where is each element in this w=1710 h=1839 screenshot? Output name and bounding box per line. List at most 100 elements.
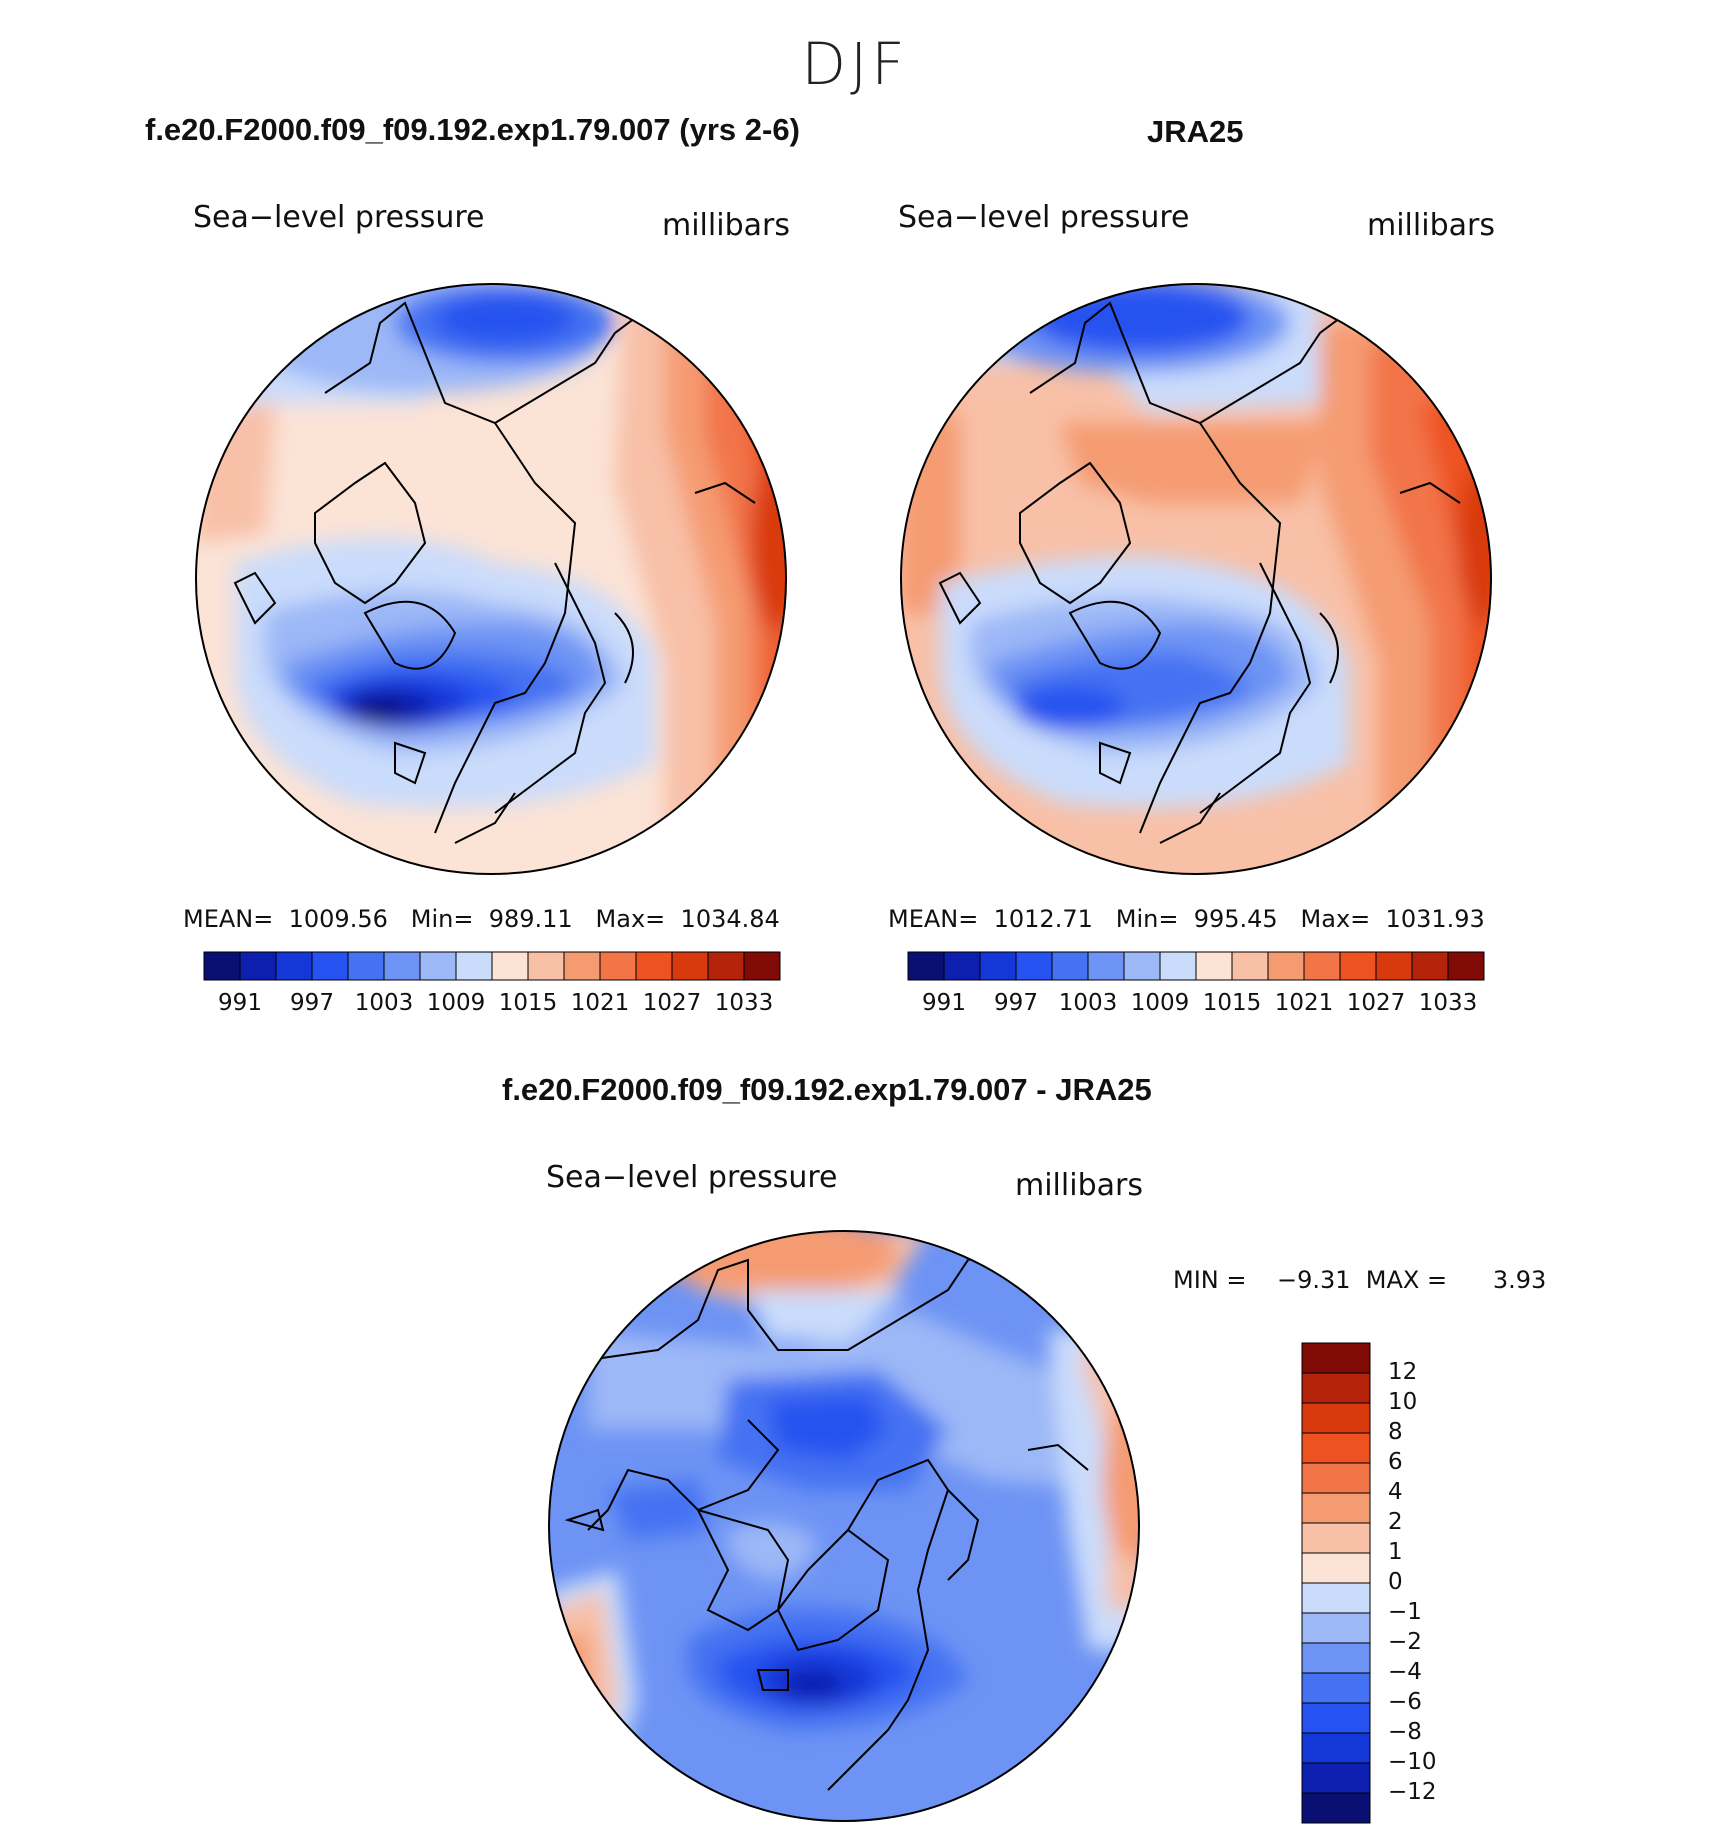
stats-obs: MEAN= 1012.71 Min= 995.45 Max= 1031.93 xyxy=(888,905,1485,933)
colorbar-swatch xyxy=(1301,1612,1371,1644)
colorbar-diff-ticks: 12 10 8 6 4 2 1 0 −1 −2 −4 −6 −8 −10 −12 xyxy=(1388,1343,1488,1823)
polar-map-model xyxy=(195,283,787,875)
colorbar-obs xyxy=(907,951,1485,981)
colorbar-tick-label: −6 xyxy=(1388,1689,1422,1715)
colorbar-tick-label: 1003 xyxy=(354,990,414,1016)
colorbar-swatch xyxy=(1123,951,1161,981)
colorbar-swatch xyxy=(1301,1432,1371,1464)
colorbar-swatch xyxy=(563,951,601,981)
colorbar-swatch xyxy=(743,951,781,981)
colorbar-tick-label: 1033 xyxy=(714,990,774,1016)
colorbar-swatch xyxy=(1301,1732,1371,1764)
colorbar-tick-label: 12 xyxy=(1388,1359,1418,1385)
colorbar-tick-label: 0 xyxy=(1388,1569,1403,1595)
colorbar-tick-label: 4 xyxy=(1388,1479,1403,1505)
units-label-obs: millibars xyxy=(1367,208,1495,243)
colorbar-swatch xyxy=(1303,951,1341,981)
colorbar-tick-label: 997 xyxy=(994,990,1038,1016)
colorbar-tick-label: 10 xyxy=(1388,1389,1418,1415)
colorbar-swatch xyxy=(239,951,277,981)
variable-label-obs: Sea−level pressure xyxy=(898,200,1190,235)
colorbar-swatch xyxy=(1015,951,1053,981)
colorbar-tick-label: 1027 xyxy=(642,990,702,1016)
colorbar-tick-label: 1009 xyxy=(1130,990,1190,1016)
stats-diff: MIN = −9.31 MAX = 3.93 xyxy=(1173,1266,1547,1294)
colorbar-swatch xyxy=(707,951,745,981)
panel-title-model: f.e20.F2000.f09_f09.192.exp1.79.007 (yrs… xyxy=(145,112,800,147)
colorbar-swatch xyxy=(1231,951,1269,981)
colorbar-swatch xyxy=(1301,1582,1371,1614)
colorbar-tick-label: −10 xyxy=(1388,1749,1437,1775)
colorbar-tick-label: 1021 xyxy=(1274,990,1334,1016)
colorbar-swatch xyxy=(1339,951,1377,981)
colorbar-swatch xyxy=(455,951,493,981)
units-label-model: millibars xyxy=(662,208,790,243)
colorbar-swatch xyxy=(203,951,241,981)
colorbar-swatch xyxy=(1447,951,1485,981)
season-title: DJF xyxy=(801,30,909,98)
colorbar-tick-label: −12 xyxy=(1388,1779,1437,1805)
colorbar-tick-label: 1021 xyxy=(570,990,630,1016)
colorbar-swatch xyxy=(1301,1372,1371,1404)
colorbar-tick-label: 1 xyxy=(1388,1539,1403,1565)
colorbar-swatch xyxy=(491,951,529,981)
colorbar-model-ticks: 991 997 1003 1009 1015 1021 1027 1033 xyxy=(204,990,780,1020)
colorbar-tick-label: 1015 xyxy=(498,990,558,1016)
colorbar-tick-label: 1009 xyxy=(426,990,486,1016)
colorbar-tick-label: 1033 xyxy=(1418,990,1478,1016)
colorbar-tick-label: 991 xyxy=(218,990,262,1016)
colorbar-swatch xyxy=(635,951,673,981)
colorbar-tick-label: 1027 xyxy=(1346,990,1406,1016)
colorbar-swatch xyxy=(419,951,457,981)
colorbar-swatch xyxy=(599,951,637,981)
colorbar-tick-label: 991 xyxy=(922,990,966,1016)
polar-map-diff xyxy=(548,1230,1140,1822)
colorbar-swatch xyxy=(1301,1552,1371,1584)
polar-map-obs xyxy=(900,283,1492,875)
colorbar-tick-label: −1 xyxy=(1388,1599,1422,1625)
colorbar-swatch xyxy=(275,951,313,981)
colorbar-tick-label: 1003 xyxy=(1058,990,1118,1016)
panel-title-obs: JRA25 xyxy=(1147,114,1244,149)
variable-label-diff: Sea−level pressure xyxy=(546,1160,838,1195)
colorbar-tick-label: −4 xyxy=(1388,1659,1422,1685)
colorbar-tick-label: 8 xyxy=(1388,1419,1403,1445)
colorbar-swatch xyxy=(907,951,945,981)
colorbar-swatch xyxy=(1159,951,1197,981)
colorbar-swatch xyxy=(1301,1642,1371,1674)
colorbar-obs-ticks: 991 997 1003 1009 1015 1021 1027 1033 xyxy=(908,990,1484,1020)
colorbar-swatch xyxy=(1375,951,1413,981)
colorbar-swatch xyxy=(311,951,349,981)
colorbar-swatch xyxy=(1301,1702,1371,1734)
colorbar-swatch xyxy=(1267,951,1305,981)
colorbar-swatch xyxy=(1051,951,1089,981)
colorbar-model xyxy=(203,951,781,981)
colorbar-tick-label: −8 xyxy=(1388,1719,1422,1745)
colorbar-swatch xyxy=(1301,1762,1371,1794)
colorbar-swatch xyxy=(979,951,1017,981)
colorbar-swatch xyxy=(1301,1792,1371,1824)
colorbar-swatch xyxy=(1301,1522,1371,1554)
colorbar-swatch xyxy=(1301,1462,1371,1494)
colorbar-tick-label: −2 xyxy=(1388,1629,1422,1655)
colorbar-tick-label: 2 xyxy=(1388,1509,1403,1535)
colorbar-swatch xyxy=(1301,1342,1371,1374)
colorbar-swatch xyxy=(671,951,709,981)
colorbar-swatch xyxy=(1195,951,1233,981)
colorbar-tick-label: 6 xyxy=(1388,1449,1403,1475)
variable-label-model: Sea−level pressure xyxy=(193,200,485,235)
colorbar-swatch xyxy=(1411,951,1449,981)
colorbar-diff xyxy=(1301,1342,1371,1824)
colorbar-swatch xyxy=(1087,951,1125,981)
colorbar-swatch xyxy=(1301,1402,1371,1434)
units-label-diff: millibars xyxy=(1015,1168,1143,1203)
colorbar-tick-label: 1015 xyxy=(1202,990,1262,1016)
stats-model: MEAN= 1009.56 Min= 989.11 Max= 1034.84 xyxy=(183,905,780,933)
colorbar-swatch xyxy=(943,951,981,981)
colorbar-swatch xyxy=(383,951,421,981)
diff-title: f.e20.F2000.f09_f09.192.exp1.79.007 - JR… xyxy=(502,1072,1152,1107)
colorbar-swatch xyxy=(527,951,565,981)
colorbar-tick-label: 997 xyxy=(290,990,334,1016)
colorbar-swatch xyxy=(1301,1492,1371,1524)
colorbar-swatch xyxy=(1301,1672,1371,1704)
